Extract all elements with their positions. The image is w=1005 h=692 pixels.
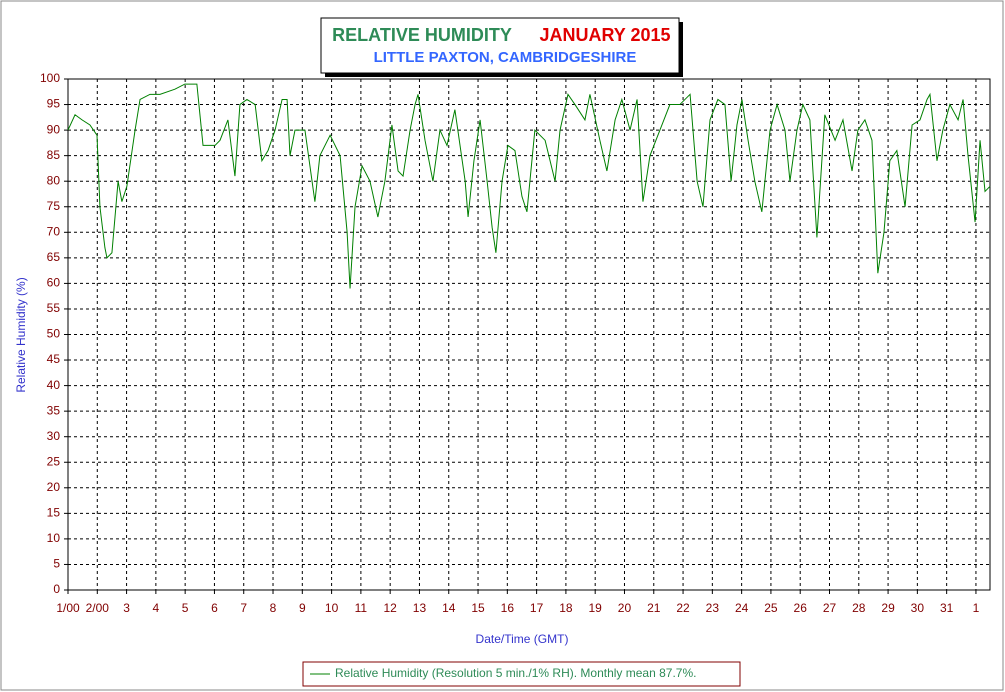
- x-tick-label: 18: [559, 601, 573, 615]
- y-tick-label: 55: [47, 301, 61, 315]
- x-tick-label: 5: [182, 601, 189, 615]
- x-tick-label: 7: [240, 601, 247, 615]
- x-tick-label: 28: [852, 601, 866, 615]
- x-tick-label: 8: [270, 601, 277, 615]
- y-tick-label: 90: [47, 122, 61, 136]
- x-tick-label: 12: [383, 601, 397, 615]
- y-tick-label: 40: [47, 378, 61, 392]
- x-tick-label: 30: [911, 601, 925, 615]
- x-tick-label: 31: [940, 601, 954, 615]
- y-tick-label: 35: [47, 403, 61, 417]
- x-tick-label: 4: [153, 601, 160, 615]
- x-tick-label: 1: [973, 601, 980, 615]
- x-tick-label: 21: [647, 601, 661, 615]
- y-tick-label: 60: [47, 276, 61, 290]
- y-tick-label: 75: [47, 199, 61, 213]
- y-tick-label: 70: [47, 224, 61, 238]
- x-tick-label: 15: [471, 601, 485, 615]
- x-tick-label: 10: [325, 601, 339, 615]
- x-tick-label: 11: [355, 601, 368, 615]
- x-axis-label: Date/Time (GMT): [476, 632, 569, 646]
- y-tick-label: 95: [47, 97, 61, 111]
- x-tick-label: 29: [881, 601, 895, 615]
- title-box: [320, 17, 680, 74]
- x-tick-label: 25: [764, 601, 778, 615]
- data-line: [67, 83, 991, 289]
- x-tick-label: 23: [706, 601, 720, 615]
- x-tick-label: 19: [589, 601, 603, 615]
- y-tick-label: 65: [47, 250, 61, 264]
- x-tick-label: 24: [735, 601, 749, 615]
- legend-label: Relative Humidity (Resolution 5 min./1% …: [335, 666, 696, 680]
- y-tick-label: 25: [47, 454, 61, 468]
- x-tick-label: 26: [794, 601, 808, 615]
- x-tick-label: 13: [413, 601, 427, 615]
- y-tick-label: 100: [40, 71, 60, 85]
- y-tick-label: 30: [47, 429, 61, 443]
- x-tick-label: 9: [299, 601, 306, 615]
- y-axis-label: Relative Humidity (%): [14, 277, 28, 392]
- chart-title-date: JANUARY 2015: [539, 25, 670, 45]
- x-tick-label: 22: [676, 601, 690, 615]
- x-tick-label: 2/00: [86, 601, 110, 615]
- x-tick-label: 1/00: [56, 601, 80, 615]
- x-tick-label: 27: [823, 601, 837, 615]
- x-tick-label: 14: [442, 601, 456, 615]
- y-tick-label: 50: [47, 327, 61, 341]
- chart-subtitle: LITTLE PAXTON, CAMBRIDGESHIRE: [374, 49, 637, 66]
- x-tick-label: 3: [123, 601, 130, 615]
- x-tick-label: 20: [618, 601, 632, 615]
- plot-frame: [67, 78, 991, 591]
- x-tick-label: 17: [530, 601, 544, 615]
- x-tick-label: 16: [501, 601, 515, 615]
- chart-title: RELATIVE HUMIDITY: [332, 25, 512, 45]
- y-tick-label: 45: [47, 352, 61, 366]
- y-tick-label: 80: [47, 173, 61, 187]
- y-tick-label: 20: [47, 480, 61, 494]
- y-tick-label: 15: [47, 506, 61, 520]
- y-tick-label: 0: [53, 582, 60, 596]
- legend-box: [302, 661, 741, 687]
- y-tick-label: 10: [47, 531, 61, 545]
- y-tick-label: 5: [53, 557, 60, 571]
- x-tick-label: 6: [211, 601, 218, 615]
- y-tick-label: 85: [47, 148, 61, 162]
